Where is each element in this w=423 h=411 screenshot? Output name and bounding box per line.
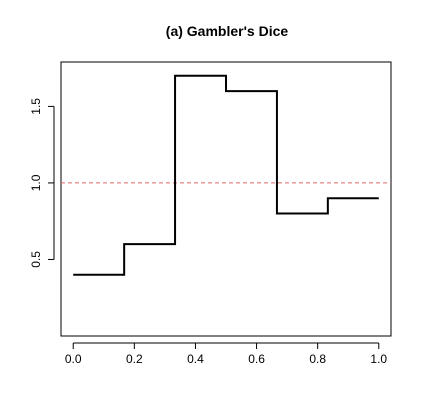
series-layer: [73, 74, 379, 276]
x-tick-label: 0.8: [309, 352, 326, 366]
x-tick-label: 0.6: [248, 352, 265, 366]
chart-title: (a) Gambler's Dice: [166, 23, 289, 39]
x-tick-label: 0.0: [65, 352, 82, 366]
y-axis: 0.5 1.0 1.5: [29, 98, 55, 268]
x-tick-label: 0.4: [187, 352, 204, 366]
y-tick-label: 1.0: [29, 174, 43, 191]
x-tick-label: 1.0: [370, 352, 387, 366]
x-tick-label: 0.2: [126, 352, 143, 366]
y-tick-label: 1.5: [29, 98, 43, 115]
x-axis: 0.0 0.2 0.4 0.6 0.8 1.0: [65, 342, 387, 366]
series-step-line: [73, 74, 379, 276]
y-tick-label: 0.5: [29, 251, 43, 268]
plot-frame: [60, 61, 392, 337]
